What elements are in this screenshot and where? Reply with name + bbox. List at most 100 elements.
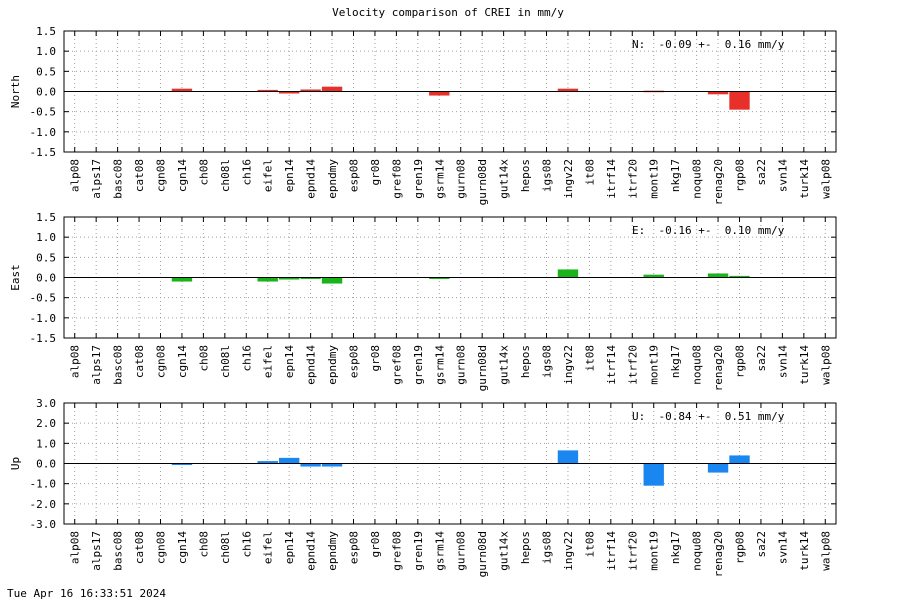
x-tick-label-rgp08: rgp08 [734, 531, 747, 564]
x-tick-label-epn14: epn14 [283, 159, 296, 192]
x-tick-label-mont19: mont19 [648, 345, 661, 385]
y-tick-label: -1.5 [30, 146, 57, 159]
x-tick-label-epnd14: epnd14 [305, 531, 318, 571]
bar-epnd14 [300, 463, 321, 467]
x-tick-label-alp08: alp08 [69, 345, 82, 378]
x-tick-label-gr08: gr08 [369, 159, 382, 186]
bar-epnd14 [300, 277, 321, 279]
x-tick-label-cat08: cat08 [133, 345, 146, 378]
x-tick-label-svn14: svn14 [776, 345, 789, 378]
x-tick-label-hepos: hepos [519, 345, 532, 378]
x-tick-label-epndmy: epndmy [326, 159, 339, 199]
bar-epn14 [278, 277, 300, 280]
y-tick-label: -2.0 [30, 498, 57, 511]
x-tick-label-itrf20: itrf20 [626, 159, 639, 199]
bar-epn14 [278, 91, 300, 94]
x-tick-label-cgn08: cgn08 [155, 345, 168, 378]
x-tick-label-gurn08: gurn08 [455, 159, 468, 199]
x-tick-label-ch16: ch16 [240, 159, 253, 186]
stats-annotation: N: -0.09 +- 0.16 mm/y [632, 38, 785, 51]
x-tick-label-itrf20: itrf20 [626, 531, 639, 571]
x-tick-label-ch16: ch16 [240, 345, 253, 372]
panel-north: -1.5 -1.0 -0.5 0.0 0.5 1.0 1.5 alp08 alps17 basc0… [9, 25, 837, 205]
y-tick-label: 1.0 [36, 231, 56, 244]
x-tick-label-gsrm14: gsrm14 [433, 531, 446, 571]
x-tick-label-turk14: turk14 [798, 531, 811, 571]
x-tick-label-hepos: hepos [519, 531, 532, 564]
x-tick-label-eifel: eifel [262, 345, 275, 378]
x-tick-label-basc08: basc08 [112, 531, 125, 571]
bar-epndmy [321, 463, 343, 467]
x-tick-label-eifel: eifel [262, 159, 275, 192]
y-tick-label: 0.5 [36, 251, 56, 264]
x-tick-label-it08: it08 [583, 531, 596, 558]
bar-rgp08 [729, 275, 750, 278]
y-axis-label: North [9, 75, 22, 108]
x-tick-label-gurn08d: gurn08d [476, 531, 489, 577]
x-tick-label-itrf14: itrf14 [605, 159, 618, 199]
y-tick-label: -0.5 [30, 106, 57, 119]
x-tick-label-basc08: basc08 [112, 159, 125, 199]
x-tick-label-walp08: walp08 [819, 159, 832, 199]
x-tick-label-walp08: walp08 [819, 531, 832, 571]
x-tick-label-gurn08d: gurn08d [476, 159, 489, 205]
x-tick-label-gut14x: gut14x [498, 345, 511, 385]
bar-eifel [257, 277, 278, 282]
y-tick-label: 0.0 [36, 458, 56, 471]
y-tick-label: 1.5 [36, 211, 56, 224]
bar-ingv22 [557, 88, 579, 92]
x-tick-label-cgn14: cgn14 [176, 345, 189, 378]
x-tick-label-turk14: turk14 [798, 159, 811, 199]
x-tick-label-cat08: cat08 [133, 159, 146, 192]
x-tick-label-rgp08: rgp08 [734, 159, 747, 192]
x-tick-label-epn14: epn14 [283, 345, 296, 378]
x-tick-label-gurn08: gurn08 [455, 345, 468, 385]
x-tick-label-cgn14: cgn14 [176, 159, 189, 192]
x-tick-label-svn14: svn14 [776, 159, 789, 192]
x-tick-label-gut14x: gut14x [498, 159, 511, 199]
panel-up: -3.0 -2.0 -1.0 0.0 1.0 2.0 3.0 alp08 alps17 basc0… [9, 397, 837, 577]
y-tick-label: 3.0 [36, 397, 56, 410]
x-tick-label-sa22: sa22 [755, 531, 768, 558]
x-tick-label-ingv22: ingv22 [562, 345, 575, 385]
x-tick-label-ch16: ch16 [240, 531, 253, 558]
bar-ingv22 [557, 450, 579, 464]
x-tick-label-gsrm14: gsrm14 [433, 159, 446, 199]
y-tick-label: -1.0 [30, 312, 57, 325]
x-tick-label-alp08: alp08 [69, 531, 82, 564]
x-tick-label-ch08l: ch08l [219, 345, 232, 378]
chart-panels: -1.5 -1.0 -0.5 0.0 0.5 1.0 1.5 alp08 alps17 basc0… [9, 25, 837, 577]
bar-cgn14 [171, 463, 193, 465]
x-tick-label-sa22: sa22 [755, 159, 768, 186]
y-tick-label: 0.5 [36, 65, 56, 78]
x-tick-label-ingv22: ingv22 [562, 531, 575, 571]
x-tick-label-gsrm14: gsrm14 [433, 345, 446, 385]
y-tick-label: -1.0 [30, 478, 57, 491]
panel-east: -1.5 -1.0 -0.5 0.0 0.5 1.0 1.5 alp08 alps17 basc0… [9, 211, 837, 391]
x-tick-label-gref08: gref08 [390, 531, 403, 571]
bar-epndmy [321, 277, 343, 284]
x-tick-label-epnd14: epnd14 [305, 345, 318, 385]
x-tick-label-gref08: gref08 [390, 345, 403, 385]
bar-rgp08 [729, 91, 750, 110]
x-tick-label-itrf20: itrf20 [626, 345, 639, 385]
x-tick-label-gurn08d: gurn08d [476, 345, 489, 391]
y-tick-label: 0.0 [36, 86, 56, 99]
stats-annotation: U: -0.84 +- 0.51 mm/y [632, 410, 785, 423]
x-tick-label-epndmy: epndmy [326, 345, 339, 385]
x-tick-label-it08: it08 [583, 159, 596, 186]
bar-gsrm14 [429, 91, 450, 96]
x-tick-label-noqu08: noqu08 [691, 531, 704, 571]
x-tick-label-alps17: alps17 [90, 531, 103, 571]
timestamp: Tue Apr 16 16:33:51 2024 [7, 587, 166, 600]
bar-gsrm14 [429, 277, 450, 279]
x-tick-label-esp08: esp08 [348, 531, 361, 564]
stats-annotation: E: -0.16 +- 0.10 mm/y [632, 224, 785, 237]
bar-eifel [257, 461, 278, 464]
x-tick-label-cgn14: cgn14 [176, 531, 189, 564]
y-tick-label: 1.5 [36, 25, 56, 38]
x-tick-label-igs08: igs08 [541, 345, 554, 378]
x-tick-label-hepos: hepos [519, 159, 532, 192]
bar-epn14 [278, 457, 300, 464]
